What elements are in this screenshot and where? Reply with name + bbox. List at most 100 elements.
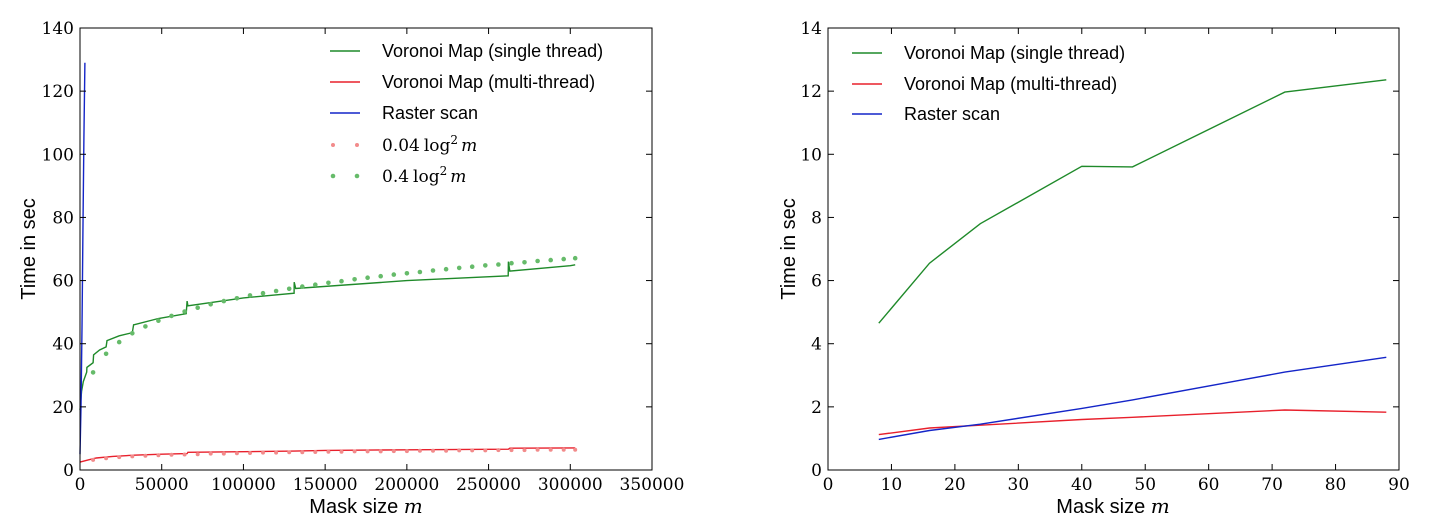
legend-label-raster-scan: Raster scan: [904, 104, 1000, 124]
data-point: [417, 448, 422, 453]
x-tick-label: 200000: [374, 475, 439, 495]
legend-label-raster-scan: Raster scan: [382, 103, 478, 123]
data-point: [103, 351, 109, 357]
x-tick-label: 100000: [211, 475, 276, 495]
data-point: [156, 453, 161, 458]
data-point: [169, 313, 174, 319]
x-tick-label: 0: [823, 475, 834, 495]
data-point: [391, 449, 396, 454]
data-point: [156, 318, 161, 324]
data-point: [352, 277, 357, 282]
data-point: [548, 447, 553, 452]
data-point: [143, 453, 148, 458]
data-point: [195, 452, 200, 457]
data-point: [496, 262, 501, 267]
x-tick-label: 10: [881, 475, 903, 495]
data-point: [404, 271, 410, 276]
data-point: [352, 449, 357, 454]
data-point: [573, 447, 578, 452]
x-tick-label: 50000: [135, 475, 189, 495]
data-point: [208, 451, 213, 456]
chart-left-x-axis-label: Mask size m: [309, 494, 422, 518]
data-point: [91, 457, 96, 462]
data-point: [522, 260, 527, 265]
data-point: [391, 272, 397, 277]
data-point: [561, 447, 566, 452]
data-point: [116, 339, 122, 345]
x-tick-label: 40: [1071, 475, 1093, 495]
data-point: [365, 275, 370, 281]
data-point: [261, 450, 265, 455]
x-tick-label: 150000: [293, 475, 358, 495]
data-point: [117, 455, 122, 460]
chart-right-y-axis-label: Time in sec: [778, 198, 800, 300]
data-point: [509, 260, 514, 266]
data-point: [195, 305, 200, 311]
x-tick-label: 60: [1198, 475, 1220, 495]
chart-left: 0 50000 100000 150000 200000 250000 300000 3500…: [18, 19, 684, 518]
data-point: [274, 450, 279, 455]
y-tick-label: 0: [63, 461, 74, 481]
x-tick-label: 250000: [456, 475, 521, 495]
y-tick-label: 100: [42, 145, 74, 165]
data-point: [469, 264, 475, 270]
chart-left-series-voronoi-map-single-thread: [79, 261, 576, 411]
y-tick-label: 40: [52, 335, 74, 355]
chart-left-series-raster-scan: [79, 62, 86, 455]
x-tick-label: 80: [1325, 475, 1347, 495]
x-tick-label: 350000: [620, 475, 685, 495]
y-tick-label: 80: [52, 208, 74, 228]
data-point: [548, 257, 553, 263]
data-point: [339, 449, 344, 454]
data-point: [208, 302, 213, 307]
y-tick-label: 12: [800, 82, 822, 102]
chart-right-legend: Voronoi Map (single thread) Voronoi Map …: [852, 43, 1125, 124]
y-tick-label: 14: [800, 19, 822, 39]
data-point: [300, 284, 305, 289]
legend-label-red-fit: 0.04 log2 m: [382, 133, 477, 156]
x-tick-label: 0: [75, 475, 86, 495]
chart-right-series-voronoi-map-single-thread: [878, 79, 1387, 324]
legend-swatch-green-dots: [330, 173, 360, 179]
chart-right-series: [878, 79, 1387, 441]
data-point: [234, 451, 239, 456]
y-tick-label: 2: [811, 398, 822, 418]
x-tick-label: 20: [944, 475, 966, 495]
chart-left-legend: Voronoi Map (single thread) Voronoi Map …: [330, 41, 603, 187]
legend-label-single-thread: Voronoi Map (single thread): [382, 41, 603, 61]
data-point: [313, 450, 318, 454]
data-point: [221, 298, 227, 304]
x-tick-label: 90: [1388, 475, 1410, 495]
legend-label-single-thread: Voronoi Map (single thread): [904, 43, 1125, 63]
legend-label-multi-thread: Voronoi Map (multi-thread): [904, 74, 1117, 94]
data-point: [130, 331, 135, 336]
data-point: [456, 265, 462, 271]
data-point: [313, 282, 318, 288]
data-point: [572, 255, 578, 261]
data-point: [247, 293, 253, 298]
data-point: [287, 450, 292, 455]
x-tick-label: 30: [1008, 475, 1030, 495]
data-point: [248, 451, 252, 455]
data-point: [404, 449, 409, 454]
chart-right-ticks: 0 10 20 30 40 50 60 70 80 90 0 2 4 6 8 10 12 14: [800, 19, 1409, 495]
data-point: [169, 452, 174, 457]
data-point: [535, 447, 540, 452]
data-point: [182, 309, 187, 314]
chart-left-y-axis-label: Time in sec: [18, 198, 40, 300]
y-tick-label: 10: [800, 145, 822, 165]
data-point: [339, 278, 344, 284]
data-point: [143, 324, 148, 329]
legend-label-green-fit: 0.4 log2 m: [382, 164, 466, 187]
data-point: [182, 452, 187, 457]
data-point: [90, 370, 96, 375]
y-tick-label: 120: [42, 82, 74, 102]
chart-right-x-axis-label: Mask size m: [1056, 494, 1169, 518]
data-point: [457, 448, 462, 453]
chart-left-series-voronoi-map-multi-thread: [79, 447, 576, 463]
chart-right-series-voronoi-map-multi-thread: [878, 409, 1387, 436]
data-point: [417, 269, 423, 275]
y-tick-label: 4: [811, 335, 822, 355]
data-point: [522, 448, 527, 453]
